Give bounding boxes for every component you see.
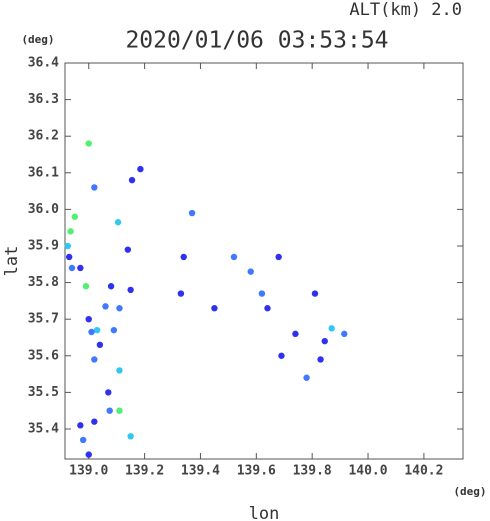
echo-point <box>137 165 144 173</box>
echo-point <box>77 264 84 272</box>
y-tick-label: 35.9 <box>28 238 59 253</box>
echo-point <box>85 315 92 323</box>
echo-point <box>258 290 266 297</box>
echo-point <box>127 433 134 440</box>
y-tick-label: 35.6 <box>28 348 59 363</box>
echo-point <box>91 184 98 191</box>
echo-point <box>71 213 78 220</box>
echo-point <box>124 246 132 253</box>
echo-point <box>211 305 218 312</box>
echo-point <box>127 286 134 294</box>
echo-point <box>91 356 98 363</box>
y-unit: (deg) <box>21 33 54 46</box>
echo-point <box>88 328 95 336</box>
x-unit: (deg) <box>453 485 486 498</box>
echo-point <box>106 407 113 414</box>
echo-point <box>321 337 328 345</box>
echo-point <box>247 268 254 275</box>
y-tick-label: 35.4 <box>28 421 59 436</box>
echo-point <box>85 451 92 458</box>
x-tick-label: 139.4 <box>181 464 220 479</box>
y-tick-label: 36.0 <box>28 202 59 217</box>
echo-point <box>110 326 118 334</box>
echo-point <box>278 352 285 359</box>
echo-point <box>230 253 238 261</box>
x-tick-label: 140.2 <box>404 464 443 479</box>
echo-point <box>77 422 84 429</box>
y-axis-label: lat <box>2 246 22 277</box>
echo-point <box>180 253 187 261</box>
echo-point <box>67 228 74 235</box>
x-tick-label: 139.2 <box>125 464 164 479</box>
echo-point <box>188 209 196 217</box>
x-tick-label: 139.6 <box>237 464 276 479</box>
echo-point <box>91 418 98 425</box>
x-tick-label: 139.0 <box>69 464 108 479</box>
echo-point <box>311 290 319 297</box>
subtitle: ALT(km) 2.0 <box>349 0 462 20</box>
echo-point <box>85 140 92 147</box>
echo-point <box>264 305 271 312</box>
x-tick-label: 140.0 <box>348 464 387 479</box>
echo-point <box>341 330 348 338</box>
y-tick-label: 35.8 <box>28 275 59 290</box>
echo-point <box>317 356 324 363</box>
plot-frame <box>64 62 464 460</box>
echo-point <box>79 436 87 444</box>
echo-point <box>68 264 76 272</box>
echo-point <box>128 176 136 184</box>
y-tick-label: 36.2 <box>28 129 59 144</box>
echo-point <box>107 283 115 290</box>
echo-point <box>65 253 73 261</box>
echo-point <box>102 303 109 310</box>
echo-point <box>116 305 123 312</box>
echo-point <box>105 389 112 396</box>
y-tick-label: 36.1 <box>28 165 59 180</box>
y-tick-label: 35.5 <box>28 385 59 400</box>
echo-point <box>64 242 71 250</box>
chart-title: 2020/01/06 03:53:54 <box>125 28 388 54</box>
echo-point <box>177 290 185 297</box>
echo-point <box>292 330 299 338</box>
x-tick-label: 139.8 <box>293 464 332 479</box>
echo-point <box>116 407 123 414</box>
echo-point <box>96 341 104 349</box>
y-tick-label: 36.4 <box>28 56 59 71</box>
y-tick-label: 35.7 <box>28 312 59 327</box>
echo-point <box>93 326 101 334</box>
echo-point <box>82 283 90 290</box>
echo-point <box>114 219 122 226</box>
echo-point <box>303 374 310 381</box>
echo-point <box>275 253 282 261</box>
y-tick-label: 36.3 <box>28 92 59 107</box>
echo-point <box>116 367 123 374</box>
x-axis-label: lon <box>249 504 280 521</box>
echo-point <box>328 325 335 332</box>
